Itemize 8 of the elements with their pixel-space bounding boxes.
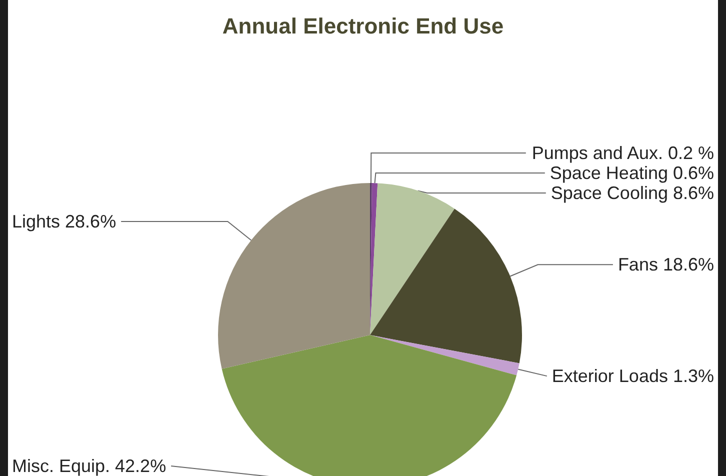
slice-label: Lights 28.6%: [12, 212, 116, 232]
slice-label: Fans 18.6%: [618, 254, 714, 275]
slice-label: Misc. Equip. 42.2%: [12, 456, 166, 476]
slice-label: Exterior Loads 1.3%: [552, 366, 714, 386]
slice-label: Pumps and Aux. 0.2 %: [532, 143, 714, 164]
slice-label: Space Cooling 8.6%: [550, 183, 714, 204]
slice-label: Space Heating 0.6%: [550, 163, 714, 184]
chart-title: Annual Electronic End Use: [222, 14, 504, 38]
